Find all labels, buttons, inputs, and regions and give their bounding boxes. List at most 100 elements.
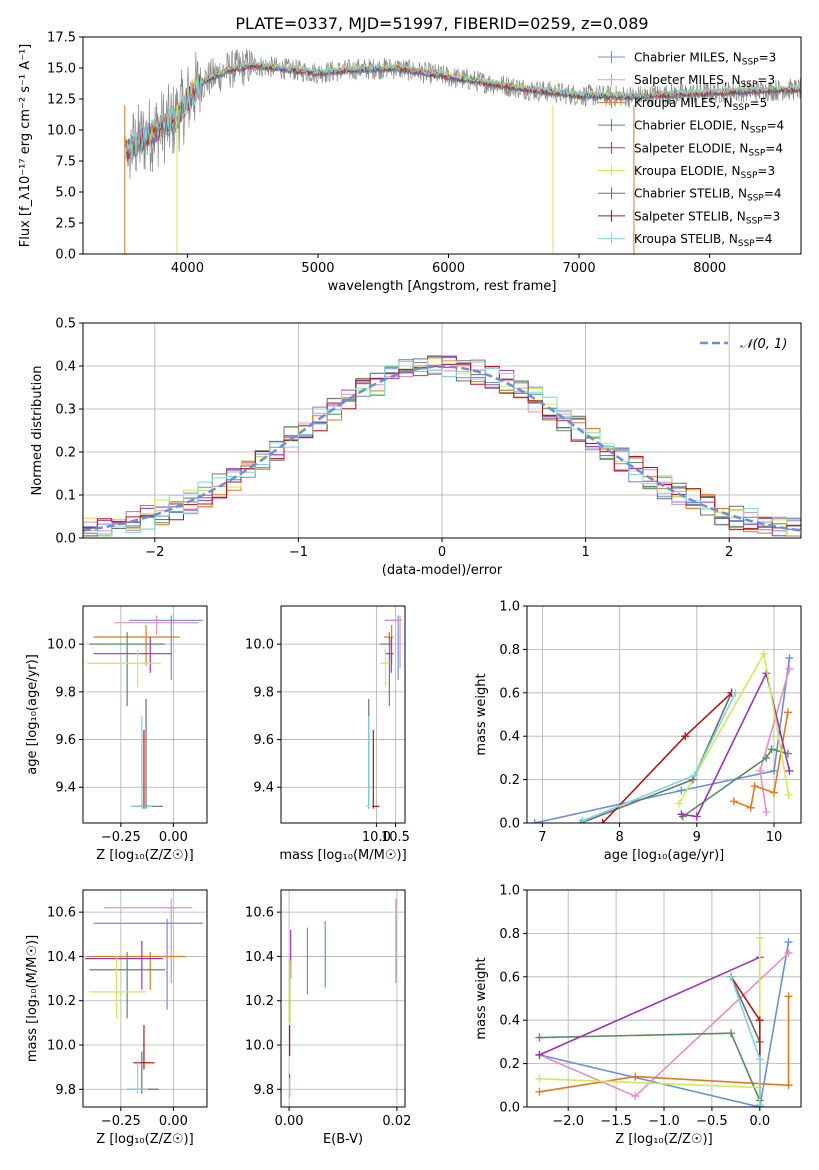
weight-line-kroupa-stelib [582,692,737,822]
weight-point [785,664,794,673]
normal-curve [83,365,801,532]
weight-point [631,1092,640,1101]
y-axis-label: Flux [f_λ10⁻¹⁷ erg cm⁻² s⁻¹ A⁻¹] [18,44,33,248]
x-axis-label: wavelength [Angstrom, rest frame] [328,279,557,294]
y-tick-label: 0.0 [55,532,76,547]
x-tick-label: 0.00 [275,1114,304,1129]
x-axis-label: Z [log₁₀(Z/Z☉)] [615,1132,712,1147]
weight-point [631,1072,640,1081]
panel-age_vs_Z: −0.25 0.00 9.4 9.6 9.8 10.0 Z [log₁₀(Z/Z☉)] age… [25,605,208,863]
weight-line-chabrier-miles [539,941,790,1107]
y-tick-label: 0.6 [499,970,520,985]
axes-frame [526,605,802,824]
weight-point [681,732,690,741]
plot-area-age_vs_Z [87,615,203,809]
x-tick-label: 8000 [693,261,726,276]
y-tick-label: 10.0 [245,638,274,653]
y-tick-label: 2.5 [55,217,76,232]
plot-area-spectrum [124,48,801,254]
y-tick-label: 10.0 [245,1039,274,1054]
y-tick-label: 10.2 [47,994,76,1009]
x-tick-label: 0.0 [749,1114,770,1129]
y-tick-label: 10.4 [245,950,274,965]
weight-line-chabrier-elodie [539,1032,761,1101]
x-tick-label: 7 [538,830,546,845]
legend-label: Kroupa MILES, NSSP=5 [634,96,767,113]
legend-label: Salpeter ELODIE, NSSP=4 [634,141,783,158]
x-tick-label: 6000 [432,261,465,276]
weight-line-kroupa-elodie [539,937,761,1089]
x-axis-label: E(B-V) [323,1132,363,1147]
y-tick-label: 0.2 [499,1057,520,1072]
plot-area-weight_vs_Z [535,933,793,1107]
x-tick-label: −1.5 [600,1114,632,1129]
y-tick-label: 10.0 [47,638,76,653]
plot-area-mass_vs_ebv [289,898,397,1099]
weight-point [535,1087,544,1096]
x-tick-label: 8 [615,830,623,845]
x-tick-label: −1 [289,545,308,560]
y-tick-label: 0.6 [499,686,520,701]
weight-point [762,808,771,817]
y-tick-label: 0.8 [499,927,520,942]
x-axis-label: Z [log₁₀(Z/Z☉)] [96,848,193,863]
weight-point [727,972,736,981]
y-tick-label: 9.8 [253,1083,274,1098]
weight-point [727,1029,736,1038]
y-axis-label: mass weight [474,957,489,1039]
weight-line-salpeter-elodie [539,956,761,1056]
weight-point [767,745,776,754]
x-tick-label: −2 [145,545,164,560]
weight-point [762,753,771,762]
weight-point [755,1100,764,1107]
y-tick-label: 0.5 [55,317,76,332]
legend-label: Chabrier MILES, NSSP=3 [634,51,776,68]
weight-point [535,1033,544,1042]
weight-point [598,819,607,823]
y-tick-label: 9.8 [253,685,274,700]
y-tick-label: 0.2 [55,446,76,461]
y-axis-label: mass [log₁₀(M/M☉)] [25,935,40,1062]
plot-area-residuals [83,355,801,537]
weight-point [784,790,793,799]
y-tick-label: 17.5 [47,31,76,46]
x-tick-label: 1 [581,545,589,560]
weight-line-kroupa-stelib [730,976,761,1105]
weight-line-salpeter-elodie [681,670,791,818]
y-tick-label: 0.3 [55,403,76,418]
y-tick-label: 10.4 [47,950,76,965]
y-tick-label: 0.0 [499,1101,520,1116]
x-tick-label: 7000 [563,261,596,276]
x-tick-label: −0.5 [696,1114,728,1129]
weight-point [755,1055,764,1064]
x-tick-label: 0.00 [159,830,188,845]
weight-point [530,819,539,823]
weight-point [578,816,587,823]
x-tick-label: −0.25 [101,830,141,845]
y-tick-label: 5.0 [55,186,76,201]
model-spectrum-salpeter-stelib [125,62,801,162]
legend-label: Kroupa STELIB, NSSP=4 [634,232,772,249]
panel-mass_vs_Z: −0.25 0.00 9.8 10.0 10.2 10.4 10.6 Z [log₁₀(Z/Z… [25,889,208,1147]
weight-point [784,938,793,947]
x-axis-label: Z [log₁₀(Z/Z☉)] [96,1132,193,1147]
weight-point [769,788,778,797]
x-tick-label: −2.0 [552,1114,584,1129]
panel-residuals: −2 −1 0 1 2 0.0 0.1 0.2 0.3 0.4 0.5 (data-model)/er… [30,317,802,578]
legend-label: Chabrier STELIB, NSSP=4 [634,187,782,204]
panel-weight_vs_age: 7 8 9 10 0.0 0.2 0.4 0.6 0.8 1.0 age [log₁₀(age/yr… [474,600,802,863]
x-tick-label: 10.0 [362,830,391,845]
x-tick-label: 2 [725,545,733,560]
y-tick-label: 9.8 [55,1083,76,1098]
y-tick-label: 0.4 [499,730,520,745]
x-tick-label: 4000 [171,261,204,276]
y-axis-label: Normed distribution [30,366,45,496]
weight-point [784,948,793,957]
model-spectrum-kroupa-stelib [125,61,801,159]
weight-point [535,1050,544,1059]
legend-label: Salpeter STELIB, NSSP=3 [634,209,780,226]
weight-point [688,775,697,784]
legend-label: Kroupa ELODIE, NSSP=3 [634,164,775,181]
weight-point [692,812,701,821]
panel-spectrum: 4000 5000 6000 7000 8000 0.0 2.5 5.0 7.5 10.0 12.5… [18,31,802,294]
